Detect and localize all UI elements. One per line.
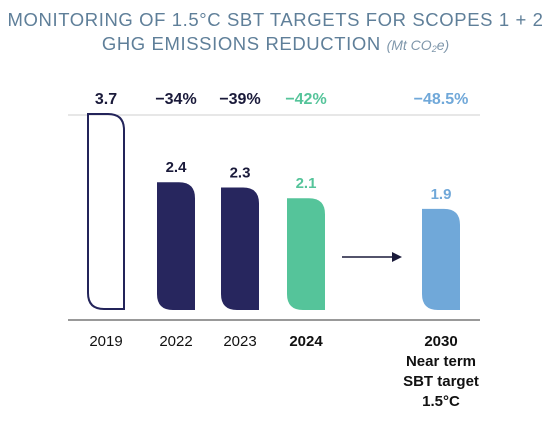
value-label-2024: 2.1: [296, 175, 317, 192]
bar-2023: [221, 187, 259, 310]
top-label-2022: −34%: [155, 91, 196, 108]
value-label-2023: 2.3: [230, 165, 251, 182]
value-label-2022: 2.4: [166, 159, 188, 176]
x-tick-label-2030-line-3: SBT target: [403, 373, 479, 390]
chart-title-line-1: MONITORING OF 1.5°C SBT TARGETS FOR SCOP…: [7, 9, 544, 30]
x-tick-label-2023: 2023: [223, 333, 256, 350]
unit-suffix: e): [436, 37, 450, 53]
bar-2030: [422, 208, 460, 310]
chart-unit: (Mt CO2e): [386, 37, 450, 54]
chart-title-line-2: GHG EMISSIONS REDUCTION (Mt CO2e): [0, 33, 551, 55]
x-tick-label-2030: 2030: [424, 333, 457, 350]
top-label-2024: −42%: [285, 91, 326, 108]
bar-2022: [157, 182, 195, 310]
top-label-2023: −39%: [219, 91, 260, 108]
value-label-2030: 1.9: [431, 186, 452, 203]
x-tick-label-2022: 2022: [159, 333, 192, 350]
top-label-2019: 3.7: [95, 91, 117, 108]
bar-2024: [287, 198, 325, 310]
x-tick-label-2024: 2024: [289, 333, 323, 350]
unit-prefix: (Mt CO: [386, 37, 432, 53]
x-tick-label-2030-line-2: Near term: [406, 353, 476, 370]
arrow-head-icon: [392, 252, 402, 262]
unit-subscript: 2: [431, 44, 437, 54]
x-tick-label-2030-line-4: 1.5°C: [422, 393, 460, 410]
chart-title-text: GHG EMISSIONS REDUCTION: [101, 33, 381, 54]
bar-2019: [87, 113, 125, 310]
x-tick-label-2019: 2019: [89, 333, 122, 350]
top-label-2030: −48.5%: [414, 91, 469, 108]
